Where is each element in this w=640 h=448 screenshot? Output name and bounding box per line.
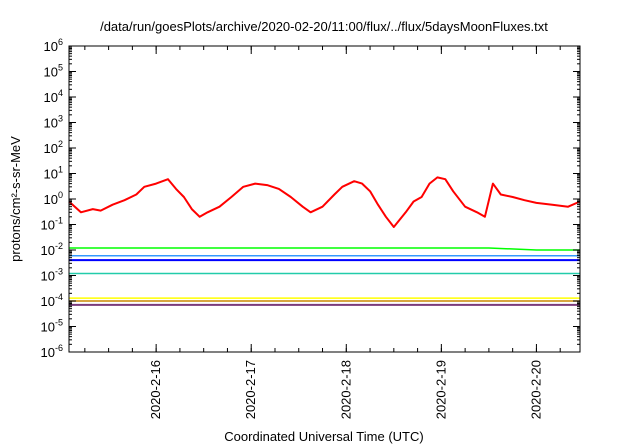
chart-title: /data/run/goesPlots/archive/2020-02-20/1… <box>100 19 548 34</box>
y-tick-label: 10-5 <box>41 318 63 335</box>
y-axis: 10-6 10-5 10-4 10-3 10-2 10-1 100 101 102 103 104 1… <box>41 37 580 360</box>
y-tick-label: 10-6 <box>41 343 63 360</box>
y-tick-label: 102 <box>44 139 63 156</box>
series-line-1 <box>68 176 581 228</box>
y-tick-label: 104 <box>44 88 63 105</box>
y-tick-label: 100 <box>44 190 63 207</box>
y-tick-label: 10-2 <box>41 241 63 258</box>
x-axis: 2020-2-16 2020-2-17 2020-2-18 2020-2-19 2020… <box>84 46 561 419</box>
x-tick-label: 2020-2-19 <box>433 360 448 419</box>
y-tick-label: 105 <box>44 63 63 80</box>
series-line-2 <box>69 247 580 251</box>
x-tick-label: 2020-2-16 <box>148 360 163 419</box>
y-tick-label: 10-1 <box>41 216 63 233</box>
x-tick-label: 2020-2-20 <box>528 360 543 419</box>
y-tick-label: 10-4 <box>41 292 63 309</box>
series-layer <box>68 176 581 306</box>
x-tick-label: 2020-2-18 <box>338 360 353 419</box>
x-axis-title: Coordinated Universal Time (UTC) <box>224 429 423 444</box>
x-tick-label: 2020-2-17 <box>243 360 258 419</box>
plot-frame <box>68 45 581 353</box>
y-tick-label: 106 <box>44 37 63 54</box>
y-tick-label: 103 <box>44 114 63 131</box>
y-axis-title: protons/cm²-s-sr-MeV <box>8 136 23 262</box>
y-tick-label: 10-3 <box>41 267 63 284</box>
y-tick-label: 101 <box>44 165 63 182</box>
